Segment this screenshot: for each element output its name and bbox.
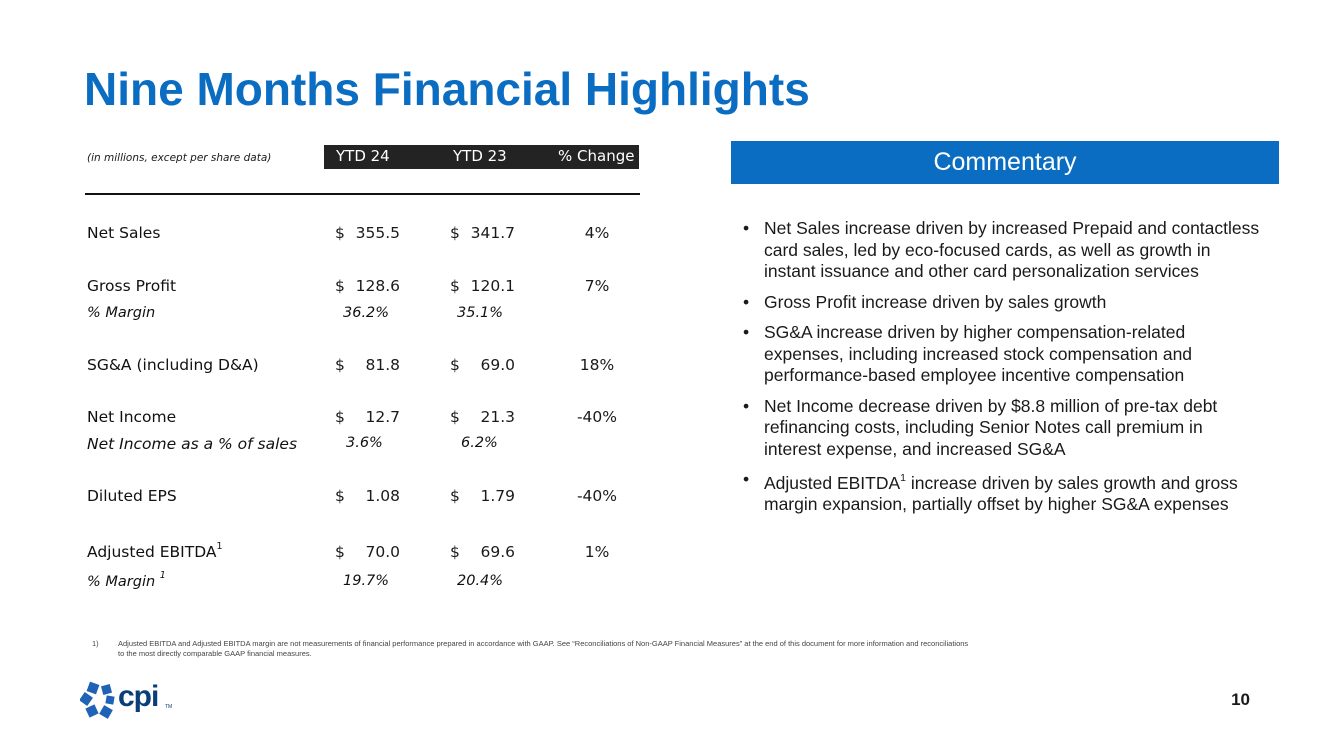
gross-margin-ytd24: 36.2% xyxy=(343,305,390,321)
page-number: 10 xyxy=(1231,690,1250,709)
column-header-ytd23: YTD 23 xyxy=(453,147,507,165)
bullet-text: Gross Profit increase driven by sales gr… xyxy=(764,291,1107,312)
list-item: • SG&A increase driven by higher compensa… xyxy=(741,322,1261,387)
net-sales-change: 4% xyxy=(584,224,610,242)
units-note: (in millions, except per share data) xyxy=(87,152,272,164)
table-header-bar xyxy=(324,145,639,169)
sga-change: 18% xyxy=(579,356,615,374)
ebitda-margin-ytd23: 20.4% xyxy=(457,573,504,589)
row-label-sga: SG&A (including D&A) xyxy=(87,356,259,374)
net-sales-ytd23: 341.7 xyxy=(470,224,515,242)
bullet-icon: • xyxy=(743,322,750,342)
row-label-adjusted-ebitda: Adjusted EBITDA1 xyxy=(87,541,223,562)
adjusted-ebitda-ytd24: 70.0 xyxy=(365,543,400,561)
gross-profit-ytd24: 128.6 xyxy=(355,277,400,295)
header-rule xyxy=(85,193,640,195)
sga-ytd24: 81.8 xyxy=(365,356,400,374)
page-title: Nine Months Financial Highlights xyxy=(84,63,810,115)
gross-profit-change: 7% xyxy=(584,277,610,295)
gross-profit-ytd23: 120.1 xyxy=(470,277,515,295)
ebitda-margin-label-text: % Margin xyxy=(87,573,160,590)
adjusted-ebitda-label-text: Adjusted EBITDA xyxy=(87,543,217,562)
row-label-diluted-eps: Diluted EPS xyxy=(87,487,177,505)
cpi-logo-icon xyxy=(80,681,115,719)
bullet-text: SG&A increase driven by higher compensat… xyxy=(764,322,1193,385)
currency-symbol: $ xyxy=(335,543,345,561)
currency-symbol: $ xyxy=(450,408,460,426)
currency-symbol: $ xyxy=(335,277,345,295)
bullet-text-pre: Adjusted EBITDA xyxy=(764,472,901,493)
row-label-net-sales: Net Sales xyxy=(87,224,161,242)
currency-symbol: $ xyxy=(450,487,460,505)
logo-wordmark: cpi xyxy=(118,680,159,713)
list-item: • Net Income decrease driven by $8.8 mill… xyxy=(741,396,1261,461)
commentary-list: • Net Sales increase driven by increased … xyxy=(741,218,1261,525)
row-label-net-income-pct: Net Income as a % of sales xyxy=(87,435,298,453)
bullet-icon: • xyxy=(743,469,750,489)
bullet-icon: • xyxy=(743,395,750,416)
row-label-gross-margin: % Margin xyxy=(87,305,156,321)
currency-symbol: $ xyxy=(335,408,345,426)
list-item: • Gross Profit increase driven by sales g… xyxy=(741,292,1261,314)
row-label-ebitda-margin: % Margin 1 xyxy=(87,570,166,590)
gross-margin-ytd23: 35.1% xyxy=(457,305,504,321)
footnote-ref: 1 xyxy=(216,541,223,552)
footnote-ref: 1 xyxy=(900,472,907,484)
net-income-change: -40% xyxy=(576,408,618,426)
footnote-text: Adjusted EBITDA and Adjusted EBITDA marg… xyxy=(118,639,969,658)
diluted-eps-ytd24: 1.08 xyxy=(365,487,400,505)
currency-symbol: $ xyxy=(450,224,460,242)
commentary-header: Commentary xyxy=(731,141,1279,184)
list-item: • Net Sales increase driven by increased … xyxy=(741,218,1261,283)
sga-ytd23: 69.0 xyxy=(480,356,515,374)
currency-symbol: $ xyxy=(450,277,460,295)
bullet-icon: • xyxy=(743,291,750,312)
net-income-ytd24: 12.7 xyxy=(365,408,400,426)
currency-symbol: $ xyxy=(335,356,345,374)
footnote-ref: 1 xyxy=(159,570,166,581)
footnote-number: 1) xyxy=(92,639,99,648)
adjusted-ebitda-ytd23: 69.6 xyxy=(480,543,515,561)
list-item: • Adjusted EBITDA1 increase driven by sal… xyxy=(741,469,1261,516)
column-header-change: % Change xyxy=(558,147,635,165)
column-header-ytd24: YTD 24 xyxy=(336,147,390,165)
net-income-ytd23: 21.3 xyxy=(480,408,515,426)
net-sales-ytd24: 355.5 xyxy=(355,224,400,242)
currency-symbol: $ xyxy=(450,543,460,561)
row-label-gross-profit: Gross Profit xyxy=(87,277,177,295)
logo-trademark: TM xyxy=(165,704,173,710)
bullet-icon: • xyxy=(743,218,750,238)
footnote: 1) Adjusted EBITDA and Adjusted EBITDA m… xyxy=(92,639,972,658)
ebitda-margin-ytd24: 19.7% xyxy=(343,573,390,589)
net-income-pct-ytd23: 6.2% xyxy=(461,435,498,451)
bullet-text: Net Sales increase driven by increased P… xyxy=(764,218,1260,281)
row-label-net-income: Net Income xyxy=(87,408,177,426)
diluted-eps-ytd23: 1.79 xyxy=(480,487,515,505)
net-income-pct-ytd24: 3.6% xyxy=(346,435,383,451)
adjusted-ebitda-change: 1% xyxy=(584,543,610,561)
bullet-text-post: increase driven by sales growth and gros… xyxy=(764,472,1238,515)
currency-symbol: $ xyxy=(335,487,345,505)
bullet-text: Net Income decrease driven by $8.8 milli… xyxy=(764,395,1218,459)
currency-symbol: $ xyxy=(450,356,460,374)
diluted-eps-change: -40% xyxy=(576,487,618,505)
currency-symbol: $ xyxy=(335,224,345,242)
